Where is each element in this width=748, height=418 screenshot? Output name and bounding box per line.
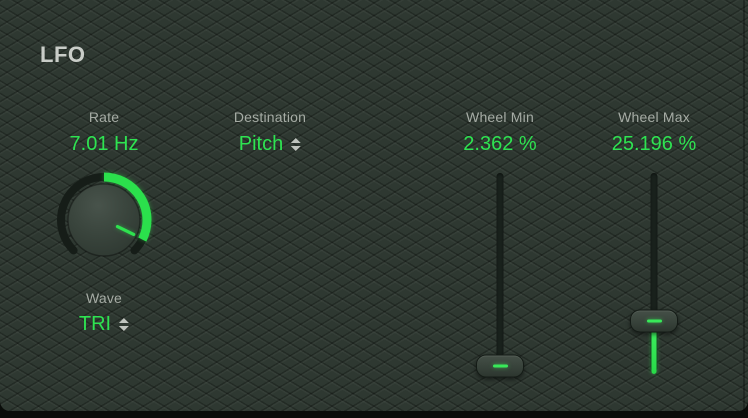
wheel-max-label: Wheel Max (618, 109, 690, 125)
wheel-max-slider[interactable] (630, 173, 678, 374)
wave-value: TRI (78, 313, 112, 335)
wave-dropdown[interactable]: TRI (78, 313, 130, 335)
wheel-max-value[interactable]: 25.196 % (611, 133, 697, 155)
slider-fill (651, 321, 657, 374)
wave-label: Wave (85, 290, 123, 306)
slider-thumb-line (646, 319, 662, 323)
rate-knob[interactable] (49, 165, 159, 275)
section-title: LFO (40, 42, 86, 67)
rate-value[interactable]: 7.01 Hz (69, 133, 139, 155)
chevron-updown-icon (119, 317, 130, 331)
slider-thumb[interactable] (476, 354, 524, 378)
wheel-min-label: Wheel Min (466, 109, 534, 125)
slider-thumb[interactable] (630, 309, 678, 333)
slider-track[interactable] (496, 173, 504, 371)
wheel-min-slider[interactable] (476, 173, 524, 378)
slider-track[interactable] (650, 173, 658, 371)
slider-thumb-line (492, 364, 508, 368)
knob-body[interactable] (67, 183, 141, 257)
rate-label: Rate (88, 109, 120, 125)
destination-label: Destination (233, 109, 307, 125)
destination-dropdown[interactable]: Pitch (238, 133, 302, 155)
knob-pointer (115, 224, 136, 237)
chevron-updown-icon (291, 137, 302, 151)
knob-value-arc (103, 172, 152, 242)
wheel-min-value[interactable]: 2.362 % (463, 133, 537, 155)
panel-right-seam (743, 0, 745, 411)
destination-value: Pitch (238, 133, 284, 155)
